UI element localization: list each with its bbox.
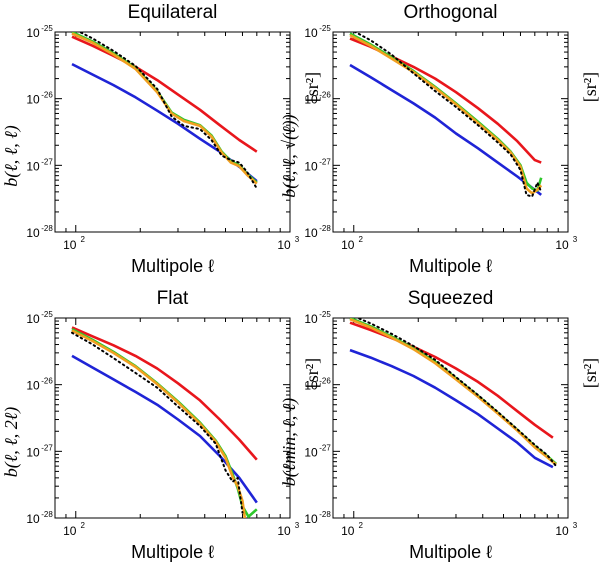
y-unit-label: [sr²] [580,358,600,388]
series-line-orange [71,32,258,185]
series-line-orange [349,33,543,195]
x-axis-label: Multipole ℓ [409,542,492,562]
series-line-black-dotted [71,331,244,514]
y-axis-label: b(ℓ, ℓ, ℓ) [1,125,22,186]
panel-title: Squeezed [408,288,494,309]
series-line-red [71,35,258,153]
panel-title: Orthogonal [403,2,497,23]
y-tick-label: 10 [26,26,40,40]
series-line-orange [349,318,557,466]
y-tick-label-exponent: -27 [41,443,53,452]
series-line-black-dotted [77,32,258,190]
y-tick-label: 10 [304,93,318,107]
series-line-red [71,326,258,461]
x-tick-label-exponent: 2 [81,521,86,530]
y-tick-label: 10 [26,312,40,326]
y-tick-label-exponent: -25 [319,24,331,33]
y-tick-label: 10 [304,512,318,526]
y-tick-label-exponent: -26 [41,91,53,100]
plot-frame [332,317,569,519]
panel-title: Equilateral [128,2,218,23]
y-tick-label: 10 [304,159,318,173]
series-line-green [349,318,557,465]
y-tick-label-exponent: -28 [319,510,331,519]
y-tick-label: 10 [304,312,318,326]
y-tick-label-exponent: -28 [41,510,53,519]
y-axis-label: b(ℓ, ℓ, 2ℓ) [1,407,22,477]
x-axis-label: Multipole ℓ [131,256,214,276]
x-tick-label-exponent: 3 [573,521,578,530]
y-tick-label: 10 [26,159,40,173]
y-axis-label: b(ℓmin, ℓ, ℓ) [279,398,300,486]
y-tick-label-exponent: -28 [41,224,53,233]
series-line-red [349,37,542,164]
x-axis-label: Multipole ℓ [131,542,214,562]
series-line-red [349,321,554,439]
y-unit-label: [sr²] [302,72,322,102]
y-tick-label-exponent: -27 [41,157,53,166]
series-line-green [71,328,258,518]
plot-frame [54,317,291,519]
x-axis-label: Multipole ℓ [409,256,492,276]
series-line-blue [71,62,258,183]
x-tick-label: 10 [341,238,355,252]
y-tick-label-exponent: -26 [319,91,331,100]
y-tick-label: 10 [304,226,318,240]
x-tick-label: 10 [63,524,77,538]
y-tick-label: 10 [26,379,40,393]
x-tick-label-exponent: 3 [573,235,578,244]
y-tick-label: 10 [26,226,40,240]
x-tick-label-exponent: 3 [295,235,300,244]
y-tick-label-exponent: -25 [41,24,53,33]
series-line-blue [349,348,554,469]
panel-title: Flat [157,288,189,309]
y-tick-label: 10 [304,379,318,393]
x-tick-label-exponent: 2 [81,235,86,244]
y-tick-label-exponent: -28 [319,224,331,233]
series-line-green [349,32,543,192]
x-tick-label-exponent: 2 [359,521,364,530]
plot-frame [332,31,569,233]
x-tick-label-exponent: 3 [295,521,300,530]
plot-frame [54,31,291,233]
y-tick-label-exponent: -26 [41,377,53,386]
x-tick-label: 10 [277,238,291,252]
y-tick-label-exponent: -25 [41,310,53,319]
series-line-black-dotted [355,318,558,468]
series-line-black-dotted [353,32,543,198]
x-tick-label-exponent: 2 [359,235,364,244]
y-tick-label: 10 [304,445,318,459]
x-tick-label: 10 [555,524,569,538]
y-tick-label-exponent: -26 [319,377,331,386]
y-tick-label: 10 [304,26,318,40]
y-tick-label-exponent: -27 [319,157,331,166]
series-line-orange [71,329,247,518]
y-unit-label: [sr²] [580,72,600,102]
x-tick-label: 10 [341,524,355,538]
x-tick-label: 10 [63,238,77,252]
x-tick-label: 10 [555,238,569,252]
y-unit-label: [sr²] [302,358,322,388]
x-tick-label: 10 [277,524,291,538]
y-tick-label: 10 [26,93,40,107]
y-axis-label: b(ℓ, ℓ, √(ℓ)) [279,114,300,197]
y-tick-label-exponent: -25 [319,310,331,319]
y-tick-label-exponent: -27 [319,443,331,452]
y-tick-label: 10 [26,512,40,526]
y-tick-label: 10 [26,445,40,459]
